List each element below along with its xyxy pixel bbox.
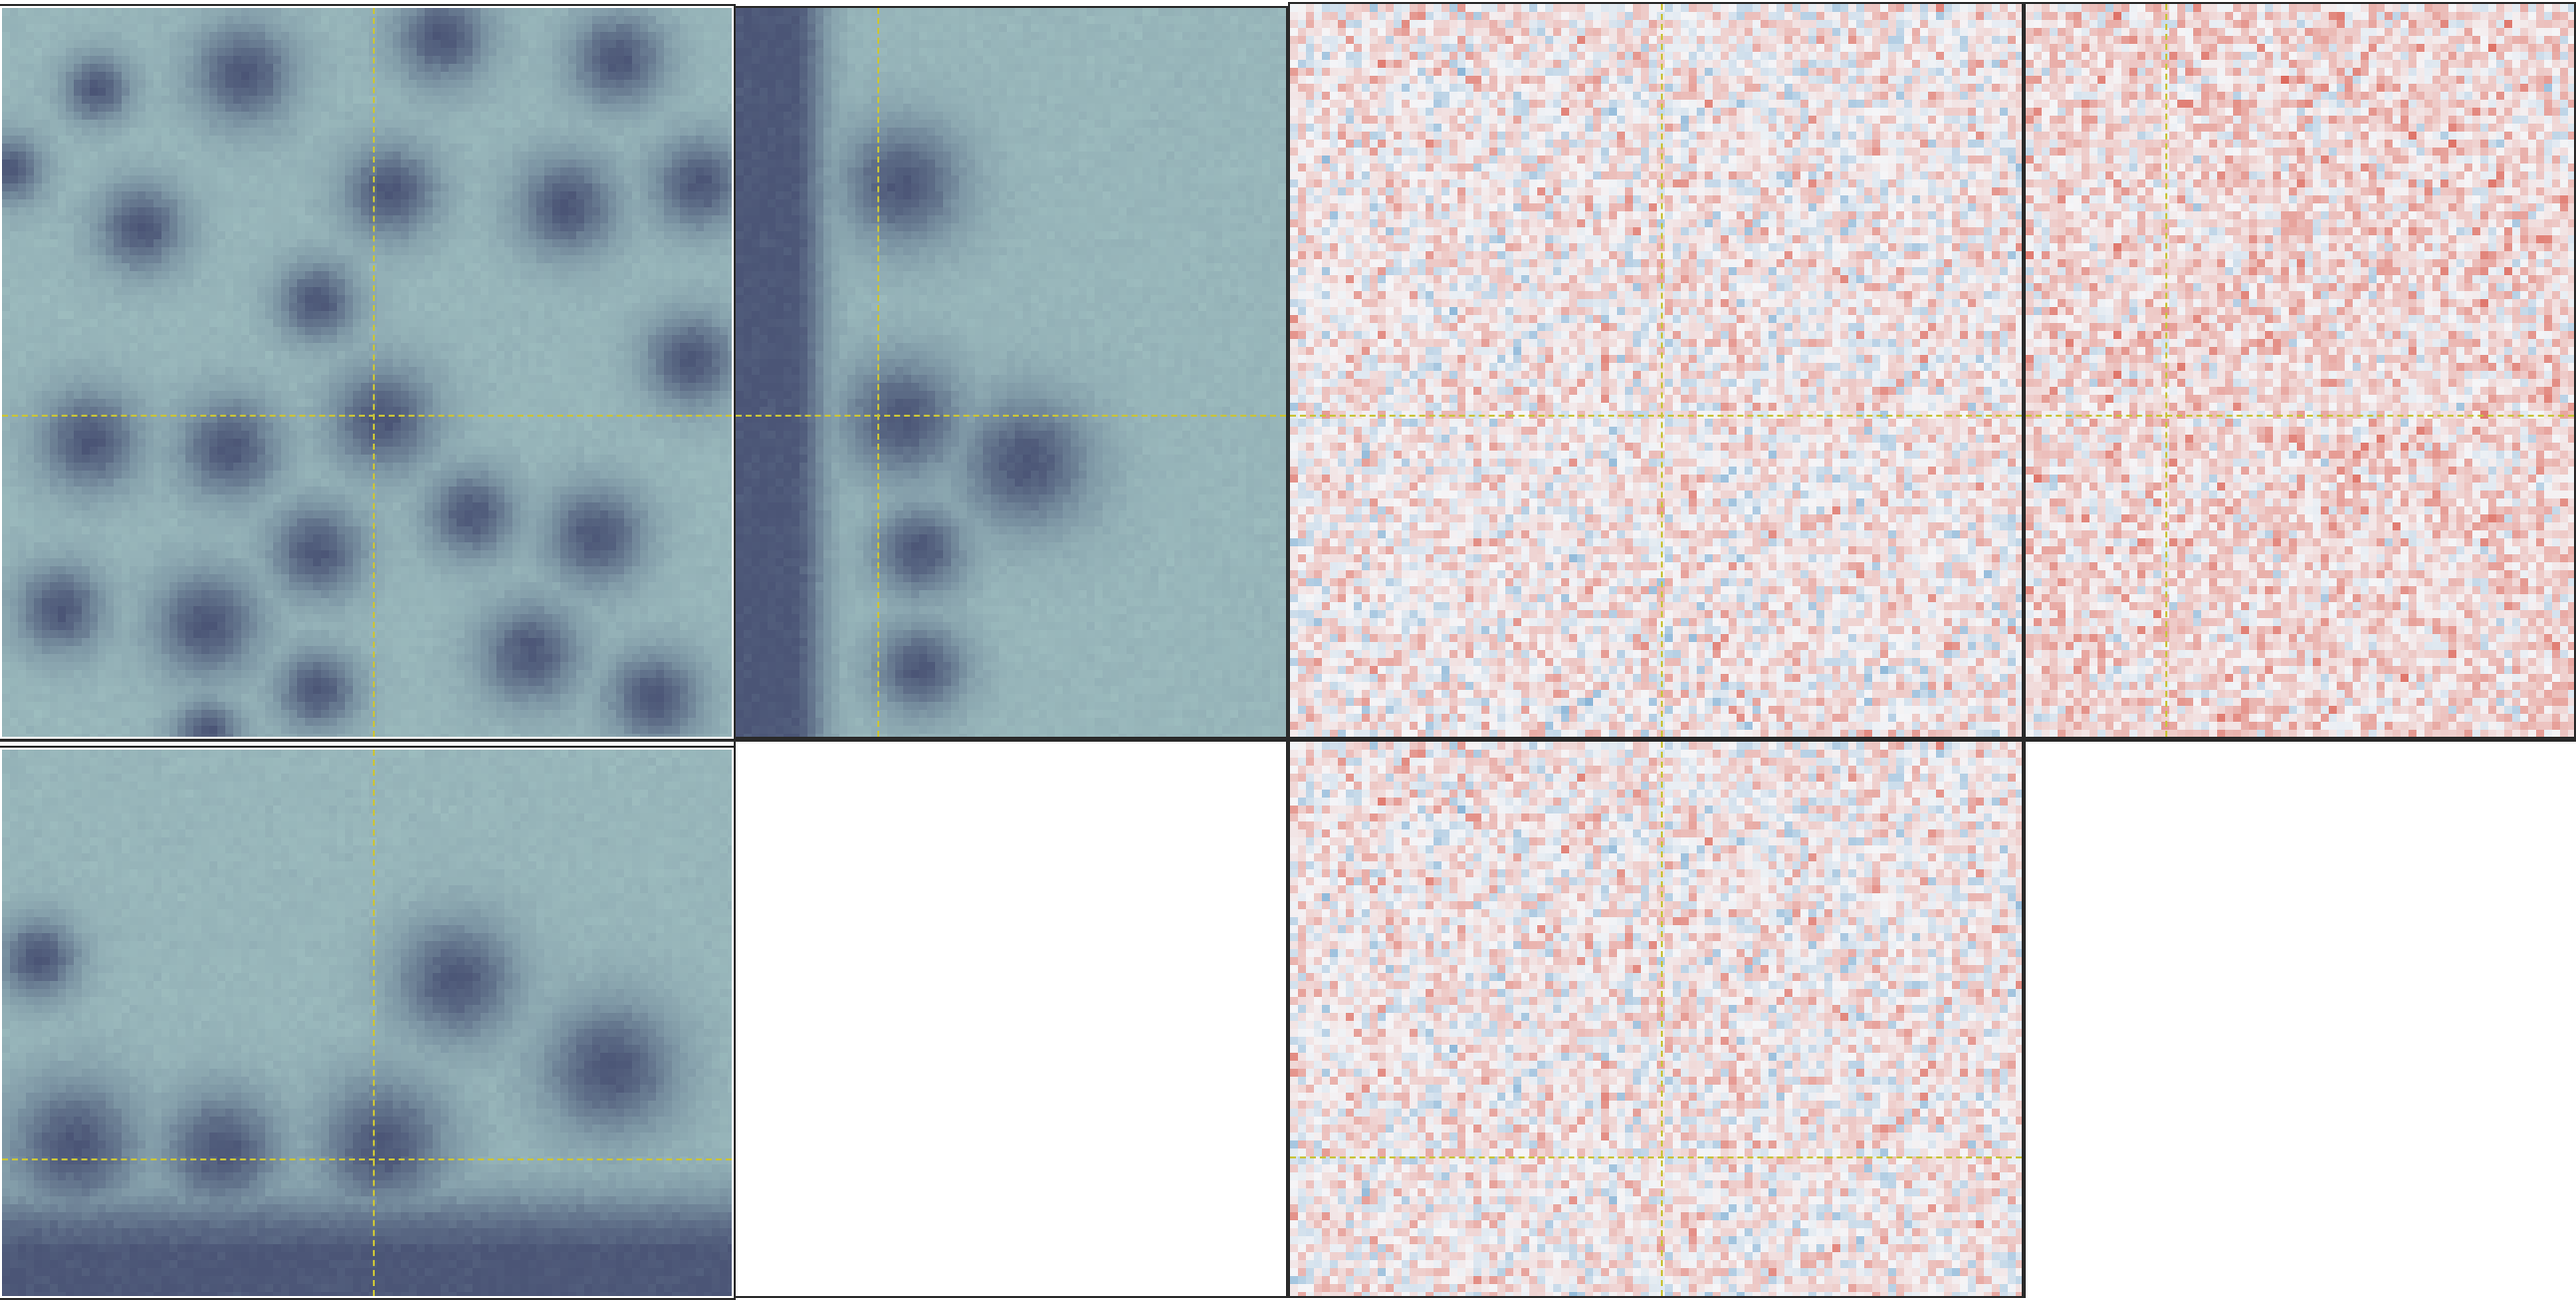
image-xz-canvas[interactable] — [2, 750, 732, 1296]
residual-xz-canvas[interactable] — [1290, 742, 2022, 1296]
residual-xz-viewport[interactable] — [1288, 742, 2024, 1298]
image-xz-viewport[interactable] — [0, 746, 736, 1300]
residual-yz-viewport[interactable] — [2024, 2, 2576, 739]
residual-xy-viewport[interactable] — [1288, 2, 2024, 739]
image-yz-canvas[interactable] — [736, 8, 1286, 737]
image-yz-viewport[interactable] — [734, 6, 1288, 739]
image-xy-canvas[interactable] — [2, 8, 732, 737]
row-divider — [0, 739, 2576, 742]
residual-xy-canvas[interactable] — [1290, 4, 2022, 737]
empty-viewport-yz — [734, 742, 1288, 1298]
empty-viewport-corner — [2024, 742, 2576, 1298]
image-xy-viewport[interactable] — [0, 4, 736, 741]
residual-yz-canvas[interactable] — [2026, 4, 2574, 737]
